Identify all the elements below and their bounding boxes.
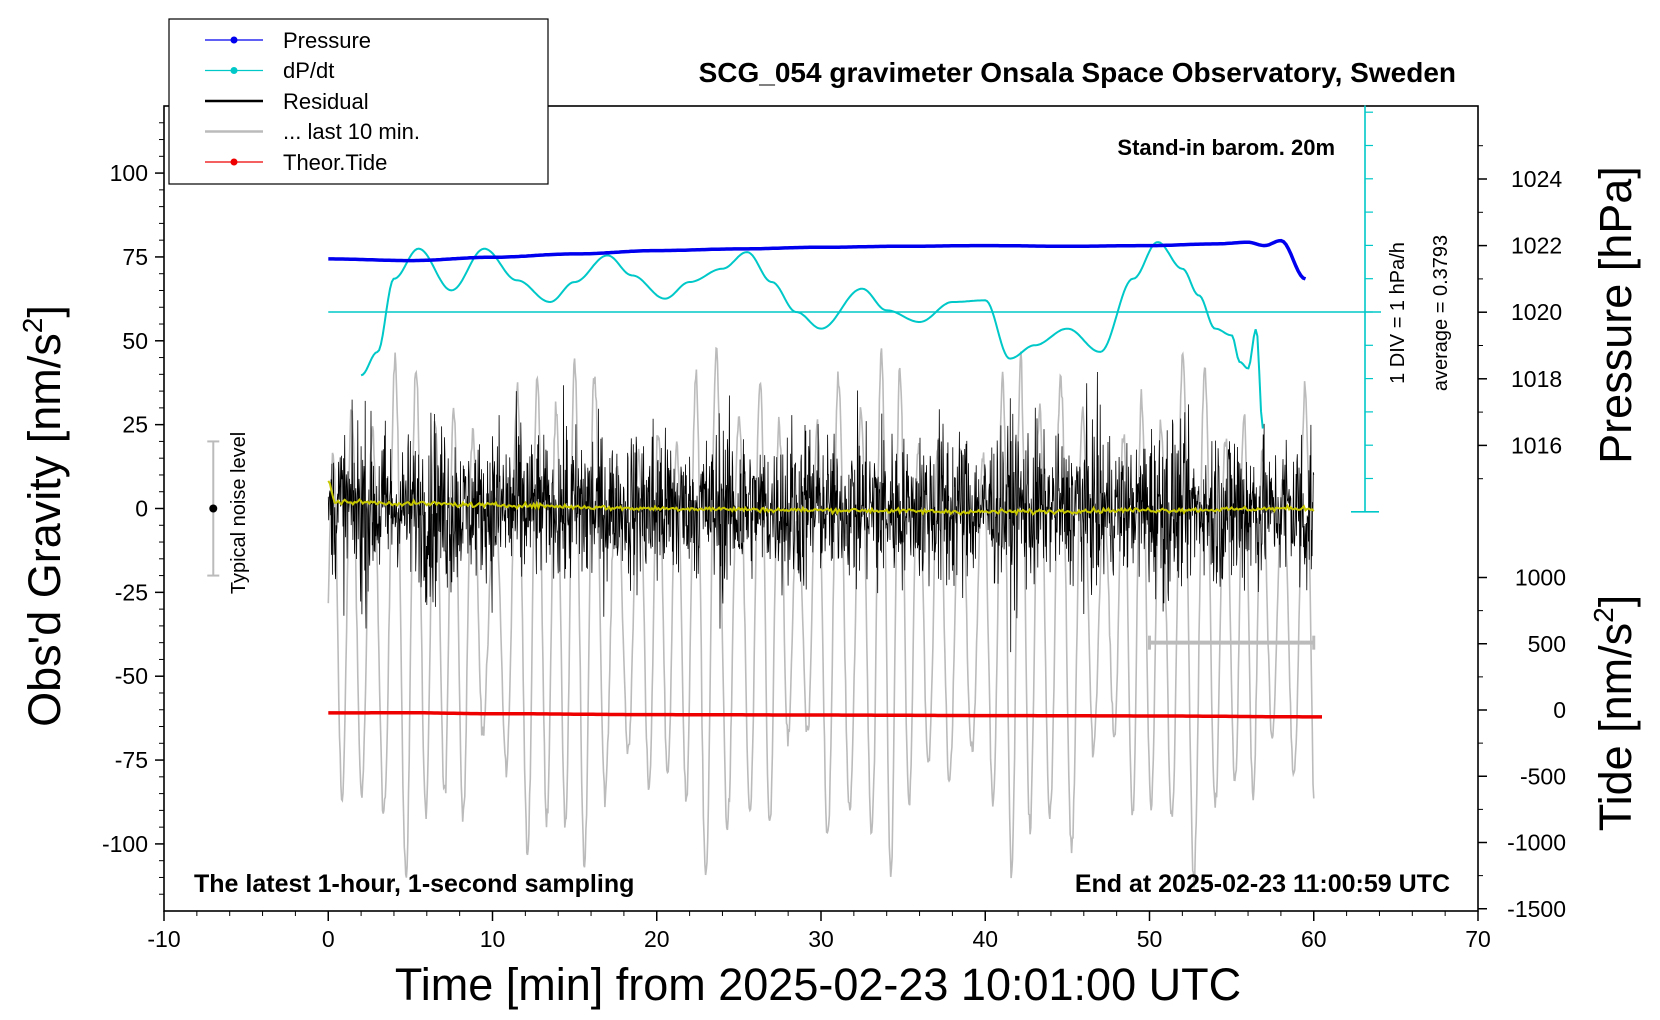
y-axis-ticks: 100 75 50 25 0 -25 -50 -75 -100 [102, 122, 164, 895]
pressure-tick-label: 1022 [1511, 233, 1562, 259]
y-axis-label: Obs'd Gravity [nm/s2] [17, 305, 70, 727]
x-tick-label: 30 [808, 926, 834, 952]
tide-axis-label-sup: 2 [1588, 607, 1619, 623]
chart-decorations [207, 440, 220, 577]
noise-level-dot [209, 504, 218, 513]
x-tick-label: -10 [147, 926, 180, 952]
tide-axis-label-main: Tide [nm/s [1590, 623, 1641, 831]
legend-label-theor-tide: Theor.Tide [283, 150, 387, 175]
dpdt-scale-note: 1 DIV = 1 hPa/h [1387, 242, 1409, 384]
x-axis-label: Time [min] from 2025-02-23 10:01:00 UTC [395, 959, 1241, 1010]
pressure-axis-ticks: 1024 1022 1020 1018 1016 [1478, 145, 1562, 480]
theoretical-tide-line [328, 711, 1322, 719]
x-axis-ticks: -10 0 10 20 30 40 50 60 70 [147, 911, 1491, 952]
x-tick-label: 60 [1301, 926, 1327, 952]
legend-label-pressure: Pressure [283, 28, 371, 53]
y-tick-label: -100 [102, 831, 148, 857]
y-tick-label: -25 [115, 579, 148, 605]
pressure-tick-label: 1020 [1511, 299, 1562, 325]
y-tick-label: 100 [110, 160, 148, 186]
y-tick-label: 50 [122, 328, 148, 354]
y-axis-label-sup: 2 [17, 318, 48, 334]
legend-label-dpdt: dP/dt [283, 58, 334, 83]
legend-dot [230, 36, 238, 44]
residual-smoothed-line [327, 480, 1315, 517]
sampling-note: The latest 1-hour, 1-second sampling [194, 870, 634, 898]
y-tick-label: 75 [122, 244, 148, 270]
legend-label-residual: Residual [283, 89, 369, 114]
pressure-line [328, 238, 1307, 281]
noise-level-label: Typical noise level [228, 432, 250, 594]
legend-dot [230, 158, 238, 166]
y-axis-label-main: Obs'd Gravity [nm/s [19, 333, 70, 727]
pressure-tick-label: 1024 [1511, 166, 1562, 192]
y-tick-label: 25 [122, 412, 148, 438]
tide-tick-label: -1000 [1507, 830, 1566, 856]
pressure-axis-label: Pressure [hPa] [1590, 166, 1641, 464]
barometer-note: Stand-in barom. 20m [1117, 135, 1335, 160]
x-tick-label: 10 [480, 926, 506, 952]
x-tick-label: 40 [972, 926, 998, 952]
tide-axis-label: Tide [nm/s2] [1588, 595, 1641, 831]
x-tick-label: 0 [322, 926, 335, 952]
chart-title: SCG_054 gravimeter Onsala Space Observat… [699, 57, 1456, 88]
tide-tick-label: 500 [1528, 631, 1566, 657]
last-10-min-series [327, 346, 1316, 888]
dpdt-average-note: average = 0.3793 [1430, 235, 1452, 391]
tide-tick-label: 0 [1553, 697, 1566, 723]
x-tick-label: 20 [644, 926, 670, 952]
tide-axis-label-close: ] [1590, 595, 1641, 608]
legend-dot [230, 67, 238, 74]
end-time-note: End at 2025-02-23 11:00:59 UTC [1075, 870, 1450, 898]
pressure-tick-label: 1018 [1511, 366, 1562, 392]
last-10-min-line [327, 346, 1315, 888]
y-tick-label: -50 [115, 663, 148, 689]
theoretical-tide-series [328, 711, 1322, 719]
pressure-tick-label: 1016 [1511, 432, 1562, 458]
dpdt-line [360, 241, 1264, 429]
residual-line [327, 371, 1315, 653]
residual-series [327, 371, 1315, 653]
tide-tick-label: -1500 [1507, 896, 1566, 922]
x-tick-label: 50 [1137, 926, 1163, 952]
y-tick-label: -75 [115, 747, 148, 773]
tide-tick-label: -500 [1520, 763, 1566, 789]
residual-smoothed-series [327, 480, 1315, 517]
pressure-series [328, 238, 1307, 281]
x-tick-label: 70 [1465, 926, 1491, 952]
legend: Pressure dP/dt Residual ... last 10 min.… [168, 18, 549, 185]
y-tick-label: 0 [135, 496, 148, 522]
legend-label-last-10-min: ... last 10 min. [283, 119, 420, 144]
tide-axis-ticks: 1000 500 0 -500 -1000 -1500 [1478, 565, 1566, 922]
tide-tick-label: 1000 [1515, 565, 1566, 591]
dpdt-series [328, 105, 1381, 513]
legend-marks [205, 36, 263, 166]
y-axis-label-close: ] [19, 305, 70, 318]
